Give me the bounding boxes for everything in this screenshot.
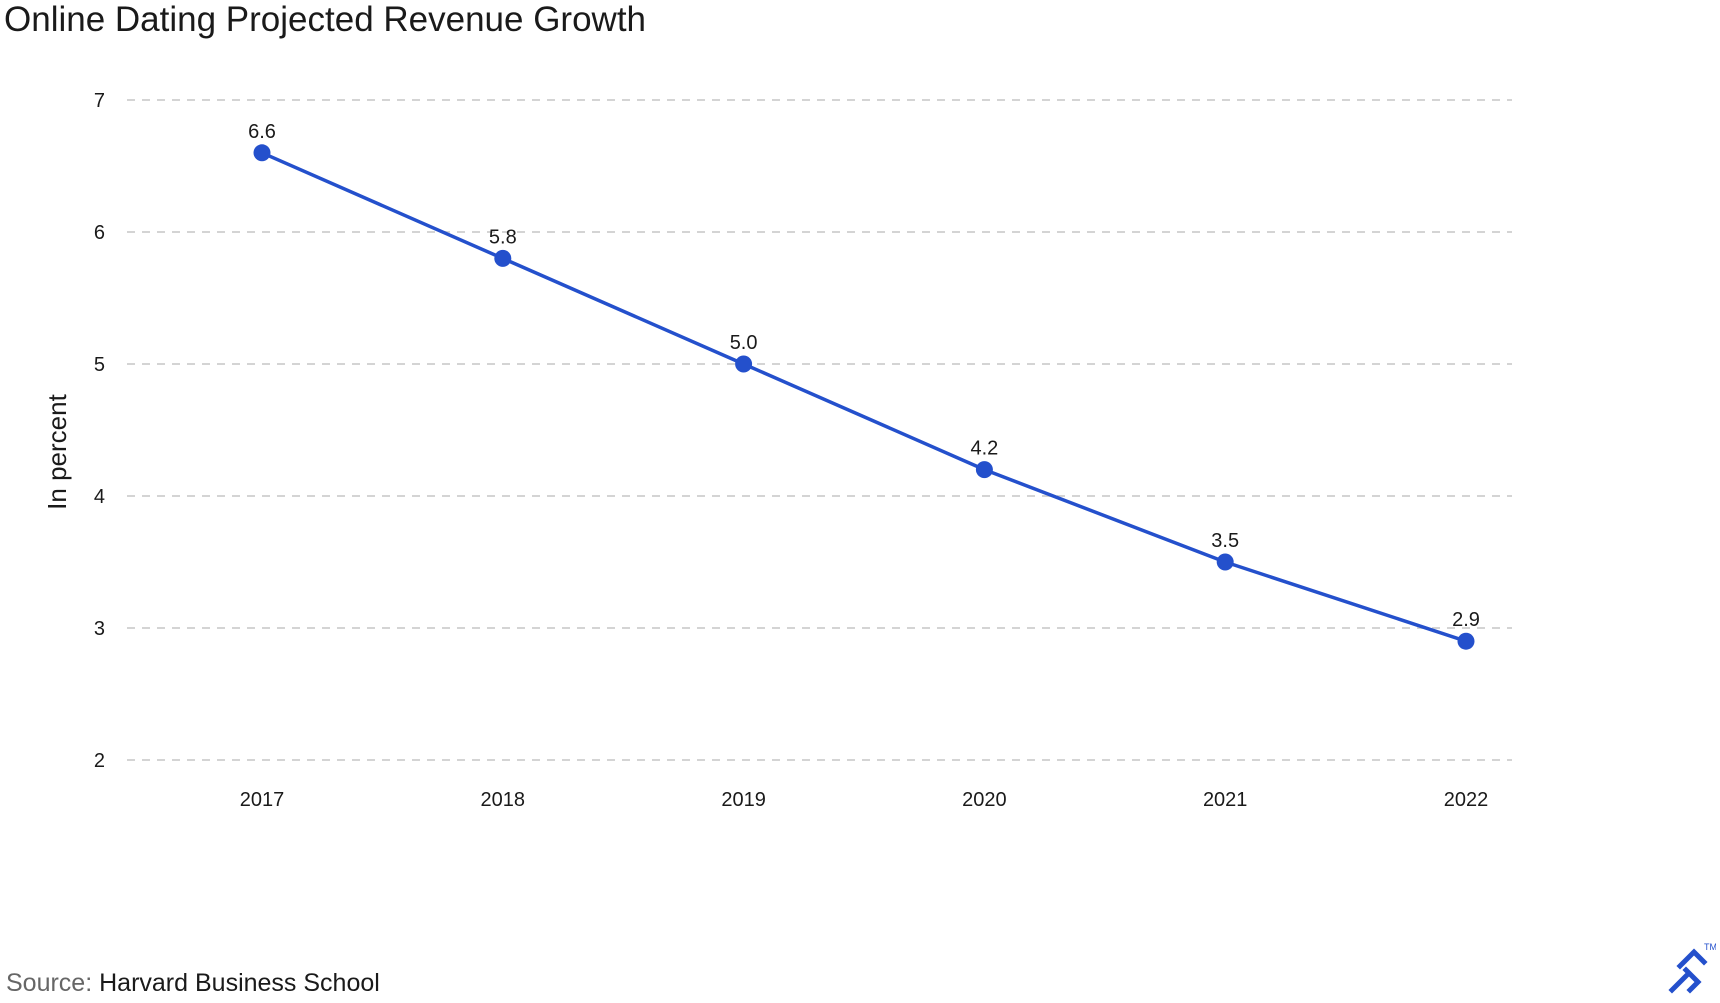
data-labels: 6.6 5.8 5.0 4.2 3.5 2.9: [248, 121, 1480, 631]
y-tick-label: 7: [94, 90, 105, 112]
data-point-2019: [735, 355, 753, 373]
data-label-2019: 5.0: [730, 332, 758, 354]
y-tick-label: 2: [94, 750, 105, 772]
data-label-2021: 3.5: [1211, 530, 1239, 552]
y-tick-label: 5: [94, 354, 105, 376]
x-tick-label: 2020: [962, 789, 1007, 811]
data-point-2022: [1457, 632, 1475, 650]
source-note: Source: Harvard Business School: [6, 968, 380, 998]
data-point-2017: [253, 144, 271, 162]
x-tick-label: 2018: [481, 789, 526, 811]
series-line: [261, 151, 1467, 643]
data-label-2022: 2.9: [1452, 609, 1480, 631]
chart-title: Online Dating Projected Revenue Growth: [4, 0, 647, 39]
data-points: [253, 144, 1475, 650]
data-label-2017: 6.6: [248, 121, 276, 143]
x-tick-label: 2022: [1444, 789, 1489, 811]
x-tick-label: 2019: [721, 789, 766, 811]
data-point-2021: [1216, 553, 1234, 571]
series-line-group: [261, 151, 1467, 643]
data-point-2020: [975, 461, 993, 479]
data-point-2018: [494, 249, 512, 267]
trademark-label: TM: [1704, 942, 1716, 952]
x-tick-label: 2021: [1203, 789, 1248, 811]
y-axis-label: In percent: [42, 393, 72, 509]
y-axis-label-group: In percent: [42, 393, 72, 509]
source-text: Harvard Business School: [99, 969, 380, 997]
data-label-2018: 5.8: [489, 226, 517, 248]
y-tick-label: 4: [94, 486, 105, 508]
x-axis-ticks: 2017 2018 2019 2020 2021 2022: [240, 789, 1489, 811]
y-tick-label: 6: [94, 222, 105, 244]
brand-mark: [1668, 948, 1708, 994]
x-tick-label: 2017: [240, 789, 285, 811]
source-label: Source:: [6, 969, 93, 997]
data-label-2020: 4.2: [970, 438, 998, 460]
grid-lines: [127, 99, 1512, 761]
toptal-logo-icon: TM: [1668, 942, 1716, 994]
y-axis-ticks: 2 3 4 5 6 7: [94, 90, 105, 772]
y-tick-label: 3: [94, 618, 105, 640]
